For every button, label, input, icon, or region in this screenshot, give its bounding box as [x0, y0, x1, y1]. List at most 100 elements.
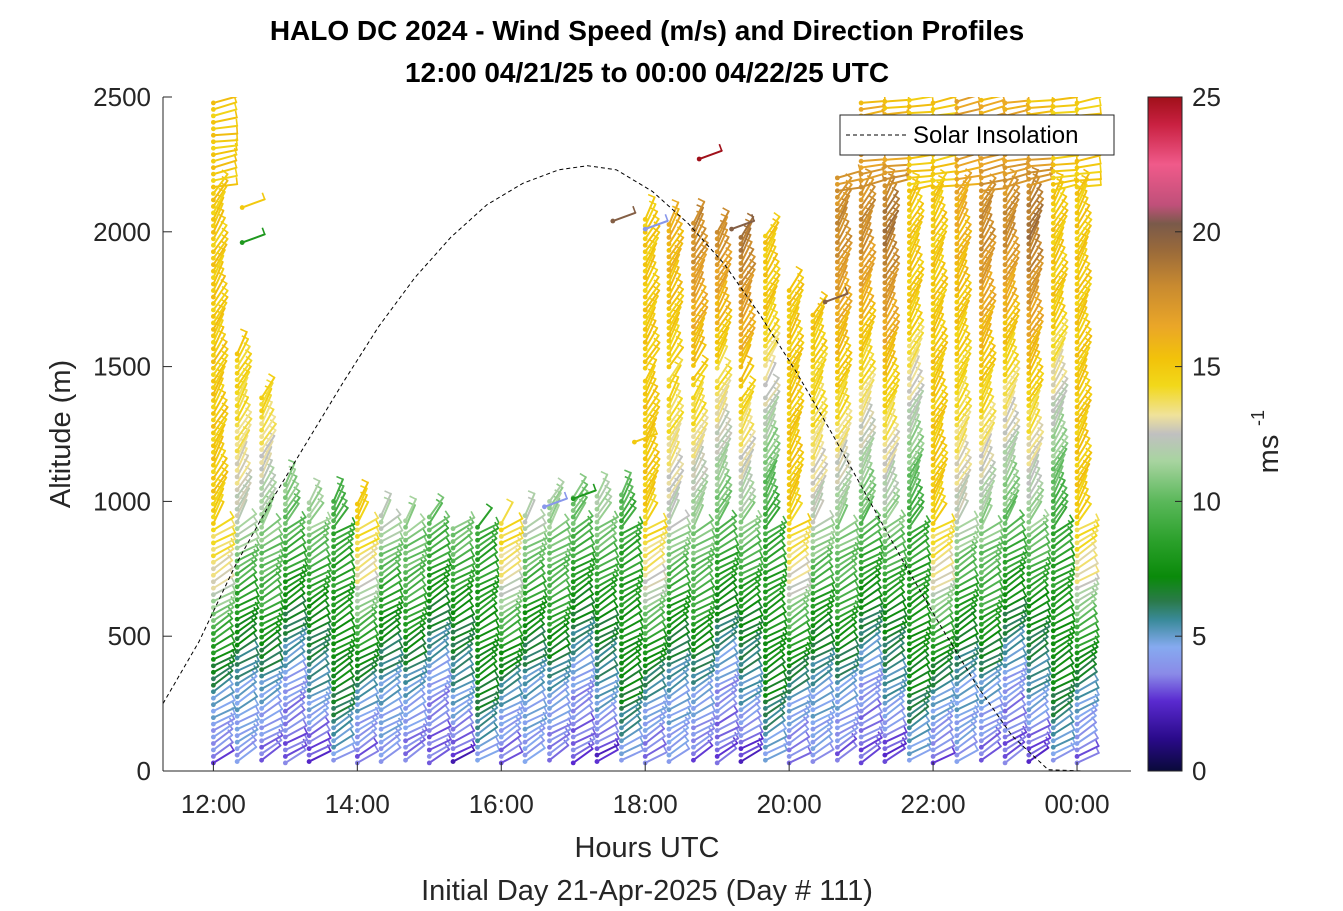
- y-tick-label: 2500: [93, 82, 151, 112]
- wind-barb: [282, 726, 309, 746]
- wind-barb: [306, 614, 332, 635]
- wind-barb: [306, 585, 330, 609]
- wind-barb: [259, 477, 277, 504]
- wind-barb: [210, 664, 234, 688]
- wind-barb: [354, 569, 380, 591]
- wind-barb: [426, 603, 452, 623]
- wind-barb: [331, 503, 349, 530]
- wind-barb: [234, 647, 260, 667]
- wind-barb: [210, 344, 229, 371]
- wind-barb: [450, 511, 476, 532]
- wind-barb: [234, 698, 260, 719]
- wind-barb: [259, 431, 276, 459]
- y-tick-label: 0: [137, 756, 151, 786]
- wind-barb: [210, 102, 238, 119]
- wind-barb: [259, 520, 283, 543]
- wind-barb: [282, 680, 308, 701]
- wind-barb: [331, 728, 355, 750]
- wind-barb: [210, 177, 239, 190]
- wind-barb: [426, 661, 452, 682]
- wind-barb: [450, 549, 476, 570]
- wind-barb: [331, 516, 357, 537]
- wind-barb: [306, 511, 332, 532]
- wind-barb: [282, 510, 307, 533]
- wind-barb: [498, 664, 522, 688]
- wind-barb: [331, 696, 356, 718]
- wind-barb: [450, 724, 476, 745]
- wind-barb: [450, 615, 476, 635]
- wind-barb: [378, 741, 402, 764]
- wind-barb: [498, 562, 523, 585]
- wind-barb: [331, 568, 357, 588]
- wind-barb: [282, 652, 307, 675]
- wind-barb: [210, 97, 238, 112]
- colorbar-tick-label: 10: [1192, 486, 1221, 516]
- wind-barb: [234, 639, 260, 661]
- wind-barb: [450, 556, 476, 577]
- wind-barb: [450, 731, 476, 752]
- wind-barb: [282, 551, 309, 572]
- wind-barb: [259, 617, 283, 640]
- wind-barb: [331, 475, 344, 504]
- wind-barb: [259, 483, 277, 511]
- wind-barb: [498, 531, 524, 552]
- wind-barb: [259, 405, 275, 433]
- wind-barb: [378, 728, 402, 752]
- wind-barb: [259, 687, 282, 711]
- wind-barb: [331, 553, 355, 575]
- x-tick-label: 12:00: [181, 789, 246, 819]
- wind-barb: [210, 569, 235, 591]
- wind-barb: [331, 596, 354, 621]
- wind-barb: [450, 743, 476, 764]
- wind-barb: [210, 722, 234, 746]
- wind-barb: [234, 328, 248, 357]
- wind-barb: [498, 686, 524, 708]
- wind-barb: [403, 652, 429, 673]
- wind-barb: [354, 628, 380, 649]
- wind-barb: [210, 670, 234, 695]
- wind-barb: [331, 677, 356, 698]
- wind-barb: [210, 330, 227, 358]
- wind-barb: [210, 729, 234, 753]
- wind-barb: [210, 460, 229, 488]
- wind-barb: [210, 612, 234, 636]
- wind-barb: [378, 595, 404, 616]
- wind-barb: [426, 552, 453, 572]
- wind-barb: [282, 660, 308, 682]
- wind-barb: [354, 519, 380, 539]
- wind-barb: [426, 719, 452, 740]
- wind-barb: [378, 632, 403, 654]
- wind-barb: [282, 544, 308, 565]
- wind-barb: [210, 648, 237, 669]
- legend-label-solar: Solar Insolation: [913, 122, 1078, 149]
- wind-barb: [378, 542, 404, 564]
- y-axis-label: Altitude (m): [45, 360, 77, 508]
- wind-barb: [475, 728, 500, 750]
- wind-barb: [259, 527, 284, 550]
- wind-barb: [426, 711, 451, 733]
- wind-barb: [282, 528, 306, 552]
- wind-barb: [498, 519, 524, 539]
- colorbar-tick-label: 5: [1192, 621, 1206, 651]
- wind-barb: [282, 685, 307, 708]
- wind-barb: [354, 511, 380, 533]
- wind-barb: [354, 694, 380, 714]
- wind-barb: [403, 536, 429, 556]
- wind-barb: [475, 516, 501, 537]
- wind-barb: [403, 594, 429, 614]
- wind-barb: [210, 168, 238, 183]
- wind-barb: [403, 513, 426, 537]
- colorbar-tick-label: 20: [1192, 217, 1221, 247]
- wind-barb: [259, 419, 277, 446]
- wind-barb: [403, 495, 417, 524]
- wind-barb: [331, 736, 356, 757]
- wind-barb: [234, 581, 260, 603]
- wind-barb: [259, 463, 275, 491]
- wind-barb: [475, 574, 501, 595]
- wind-barb: [378, 490, 392, 519]
- wind-barb: [403, 710, 429, 731]
- wind-barb: [259, 542, 285, 563]
- wind-barb: [378, 559, 401, 583]
- wind-barb: [331, 685, 357, 705]
- wind-barb: [498, 498, 514, 526]
